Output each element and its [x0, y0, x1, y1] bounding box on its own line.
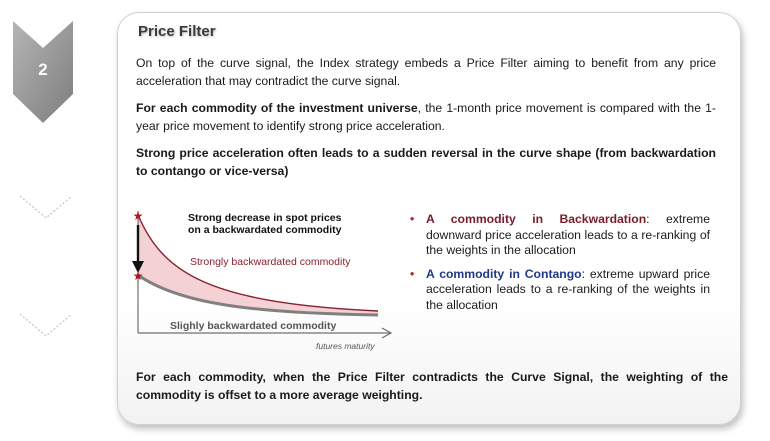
bullet-contango: • A commodity in Contango: extreme upward… [410, 267, 710, 314]
bullet-dot: • [410, 266, 415, 281]
x-axis-label: futures maturity [316, 341, 375, 351]
x-axis-arrowhead [381, 327, 393, 339]
contango-text: : extreme upward price acceleration lead… [426, 266, 710, 312]
comparison-text: , the 1-month price movement is compared… [136, 101, 716, 133]
ghost-chevron [19, 313, 73, 337]
conclusion-paragraph: For each commodity, when the Price Filte… [136, 370, 728, 402]
decrease-arrowhead [132, 261, 144, 273]
strong-curve-area [138, 215, 378, 315]
contango-lead: A commodity in Contango [426, 266, 582, 281]
price-filter-card [117, 12, 741, 425]
step-number: 2 [38, 60, 48, 79]
annotation-line1: Strong decrease in spot prices [188, 212, 342, 224]
bullet-backwardation: • A commodity in Backwardation: extreme d… [410, 212, 710, 259]
comparison-paragraph: For each commodity of the investment uni… [136, 100, 716, 135]
start-star-icon: ★ [133, 209, 144, 223]
comparison-lead: For each commodity of the investment uni… [136, 101, 418, 115]
end-star-icon: ★ [133, 269, 144, 283]
strong-curve-label: Strongly backwardated commodity [190, 256, 351, 268]
annotation-line2: on a backwardated commodity [188, 224, 342, 236]
slight-curve-label: Slighly backwardated commodity [170, 320, 336, 332]
bullet-dot: • [410, 212, 415, 226]
slight-curve [137, 273, 379, 317]
bullet-list: • A commodity in Backwardation: extreme d… [410, 212, 710, 321]
strong-curve [137, 214, 379, 312]
curve-diagram: ★ ★ Strong decrease in spot prices on a … [132, 209, 393, 351]
backwardation-lead: A commodity in Backwardation [426, 212, 647, 226]
intro-paragraph: On top of the curve signal, the Index st… [136, 56, 716, 88]
backwardation-text: : extreme downward price acceleration le… [426, 212, 710, 257]
ghost-chevron [19, 195, 73, 219]
card-title: Price Filter [138, 23, 216, 40]
step-chevron [13, 21, 73, 123]
reversal-paragraph: Strong price acceleration often leads to… [136, 146, 716, 178]
